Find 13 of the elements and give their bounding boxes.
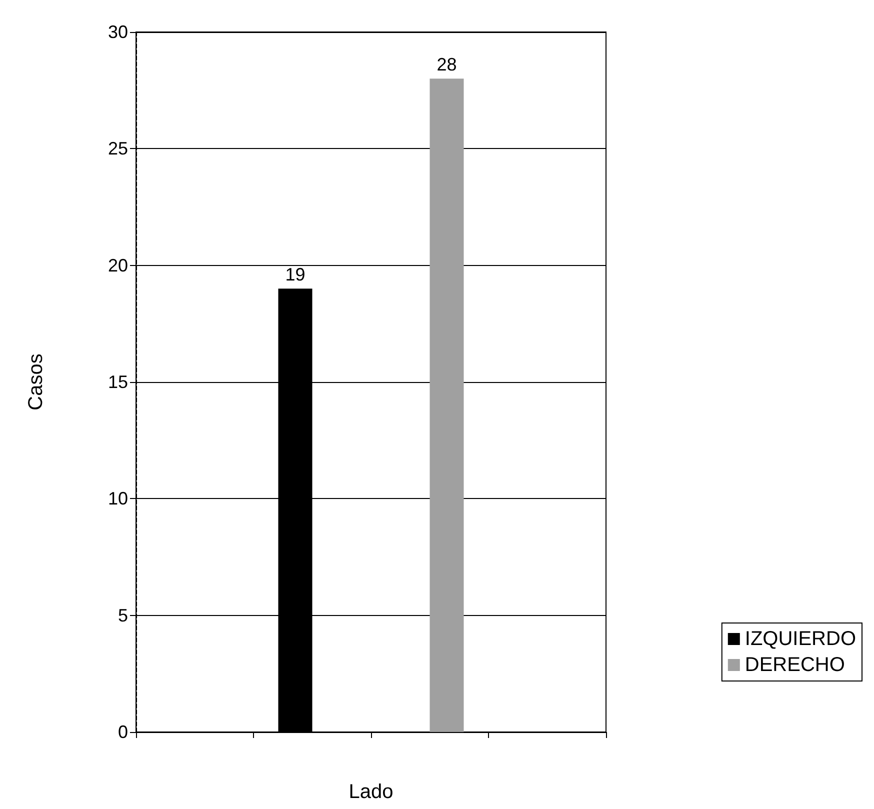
y-tick-label: 30	[108, 22, 128, 42]
y-tick-label: 10	[108, 488, 128, 509]
legend-label: IZQUIERDO	[744, 628, 856, 650]
y-tick-label: 25	[108, 138, 128, 159]
data-label: 28	[436, 54, 457, 75]
data-label: 19	[285, 264, 306, 285]
y-tick-label: 20	[108, 255, 128, 276]
y-tick-label: 15	[108, 372, 128, 392]
legend-label: DERECHO	[744, 654, 845, 676]
y-tick-label: 5	[118, 605, 128, 626]
y-axis-title: Casos	[25, 354, 47, 410]
x-axis-title: Lado	[348, 781, 394, 803]
y-tick-label: 0	[118, 722, 128, 742]
